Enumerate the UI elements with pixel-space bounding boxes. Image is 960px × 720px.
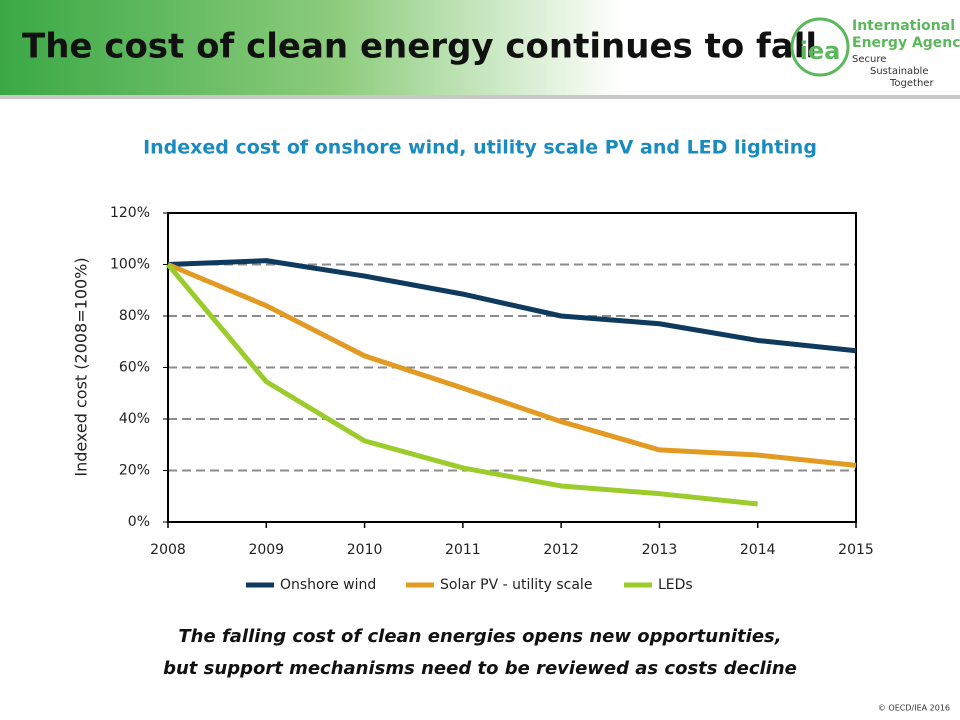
copyright: © OECD/IEA 2016 — [878, 704, 950, 713]
y-tick-label: 120% — [110, 205, 150, 221]
logo-tag: Sustainable — [870, 66, 928, 77]
series-line — [166, 262, 758, 507]
legend-label: LEDs — [658, 577, 693, 593]
slide-title: The cost of clean energy continues to fa… — [22, 27, 817, 67]
x-tick-label: 2011 — [445, 542, 481, 558]
logo-mark: iea — [800, 37, 841, 65]
plot: 0% 20% 40% 60% 80% 100% 120% 2008 2009 2010 2011 20… — [110, 205, 874, 593]
x-tick-label: 2015 — [838, 542, 874, 558]
logo-name: International — [852, 18, 955, 34]
x-tick-label: 2009 — [248, 542, 284, 558]
logo-name: Energy Agency — [852, 35, 960, 51]
y-tick-label: 40% — [119, 411, 150, 427]
legend-label: Onshore wind — [280, 577, 376, 593]
x-tick-label: 2013 — [642, 542, 678, 558]
x-tick-label: 2012 — [543, 542, 579, 558]
header-rule — [0, 95, 960, 99]
y-tick-label: 60% — [119, 360, 150, 376]
series-line — [167, 262, 857, 468]
y-tick-label: 80% — [119, 308, 150, 324]
y-tick-label: 0% — [128, 514, 150, 530]
header-band — [0, 0, 960, 95]
x-tick-label: 2008 — [150, 542, 186, 558]
y-tick-label: 100% — [110, 257, 150, 273]
caption: but support mechanisms need to be review… — [163, 658, 797, 679]
series-line — [167, 258, 857, 354]
plot-frame — [167, 212, 857, 523]
logo-ring — [790, 17, 850, 77]
logo: iea International Energy Agency Secure S… — [790, 17, 960, 89]
y-axis-label: Indexed cost (2008=100%) — [72, 257, 91, 476]
logo-tag: Together — [889, 78, 934, 89]
x-tick-label: 2010 — [347, 542, 383, 558]
logo-tag: Secure — [852, 54, 886, 65]
caption: The falling cost of clean energies opens… — [178, 626, 781, 647]
x-tick-label: 2014 — [740, 542, 776, 558]
y-tick-label: 20% — [119, 463, 150, 479]
legend-label: Solar PV - utility scale — [440, 577, 592, 593]
chart-title: Indexed cost of onshore wind, utility sc… — [143, 137, 817, 159]
